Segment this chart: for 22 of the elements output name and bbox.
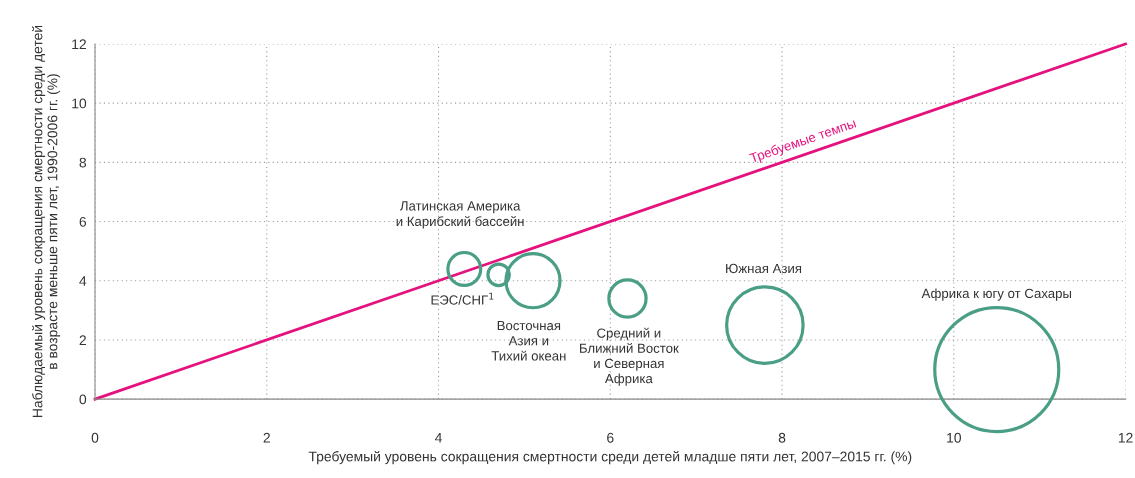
annotation: ЕЭС/СНГ$^{1}$: [431, 292, 494, 305]
y-tick-label: 4: [79, 276, 87, 286]
x-tick-label: 8: [778, 432, 786, 443]
y-axis-title: Наблюдаемый уровень сокращения смертности среди детей в возрасте меньше пяти лет, 1990-2006 гг. (%): [31, 25, 61, 418]
x-tick-label: 6: [607, 432, 614, 443]
y-tick-label: 6: [79, 216, 87, 227]
x-tick-label: 0: [91, 432, 99, 443]
annotation: Восточная Азия и Тихий океан: [491, 321, 566, 361]
x-tick-label: 2: [263, 432, 270, 443]
y-tick-label: 2: [79, 335, 86, 345]
x-axis-title: Требуемый уровень сокращения смертности среди детей младше пяти лет, 2007–2015 гг. (%): [308, 450, 912, 465]
y-tick-label: 12: [72, 39, 86, 50]
y-tick-label: 10: [72, 98, 87, 109]
x-tick-label: 12: [1118, 432, 1133, 443]
annotation: Африка к югу от Сахары: [921, 288, 1072, 301]
x-tick-label: 10: [947, 432, 961, 443]
y-tick-label: 8: [79, 157, 87, 168]
annotation: Южная Азия: [726, 263, 802, 274]
annotation: Латинская Америка и Карибский бассейн: [396, 201, 524, 229]
x-tick-label: 4: [434, 432, 442, 443]
annotation: Средний и Ближний Восток и Северная Африка: [580, 327, 679, 386]
y-tick-label: 0: [79, 394, 87, 405]
